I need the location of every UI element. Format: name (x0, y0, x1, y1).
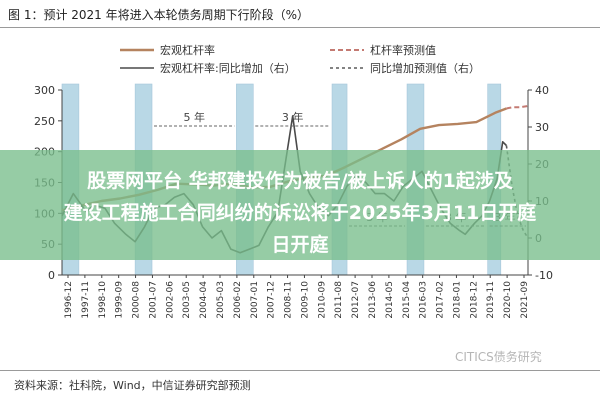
x-tick-label: 2016-03 (419, 281, 429, 319)
x-tick-label: 2021-09 (520, 281, 530, 319)
x-tick-label: 2017-02 (436, 281, 446, 319)
bottom-divider (0, 370, 600, 371)
overlay-text-line2: 建设工程施工合同纠纷的诉讼将于2025年3月11日开庭 (63, 202, 537, 224)
y-left-tick-label: 300 (34, 84, 55, 97)
legend-label: 同比增加预测值（右） (370, 61, 480, 75)
x-tick-label: 2005-03 (216, 281, 226, 319)
x-tick-label: 2002-06 (165, 281, 175, 319)
x-tick-label: 2007-12 (267, 281, 277, 319)
period-label: 5 年 (183, 110, 205, 124)
x-tick-label: 2007-01 (250, 281, 260, 319)
x-tick-label: 2000-08 (132, 281, 142, 319)
x-tick-label: 2012-07 (351, 281, 361, 319)
x-tick-label: 1999-09 (115, 281, 125, 319)
x-tick-label: 2011-08 (334, 281, 344, 319)
x-tick-label: 2009-10 (300, 281, 310, 319)
x-tick-label: 2004-04 (199, 281, 209, 319)
legend-label: 宏观杠杆率:同比增加（右） (160, 61, 296, 75)
x-tick-label: 2018-12 (469, 281, 479, 319)
watermark: CITICS债务研究 (455, 350, 542, 364)
x-tick-label: 2019-11 (486, 281, 496, 319)
y-right-tick-label: 30 (535, 121, 549, 134)
period-label: 3 年 (282, 110, 304, 124)
x-tick-label: 2001-07 (148, 281, 158, 319)
title-divider (0, 27, 600, 28)
x-tick-label: 1996-12 (64, 281, 74, 319)
x-tick-label: 2020-10 (503, 281, 513, 319)
x-tick-label: 2015-04 (402, 281, 412, 319)
x-tick-label: 2010-09 (317, 281, 327, 319)
y-left-tick-label: 0 (48, 269, 55, 282)
y-left-tick-label: 250 (34, 115, 55, 128)
y-right-tick-label: 40 (535, 84, 549, 97)
overlay-text-line3: 日开庭 (271, 234, 329, 256)
x-tick-label: 2006-02 (233, 281, 243, 319)
series-line-1 (506, 105, 529, 110)
figure-title: 图 1：预计 2021 年将进入本轮债务周期下行阶段（%） (8, 8, 310, 22)
x-tick-label: 2003-05 (182, 281, 192, 319)
x-tick-label: 2018-01 (452, 281, 462, 319)
y-right-tick-label: -10 (535, 269, 553, 282)
promo-overlay-banner[interactable]: 股票网平台 华邦建投作为被告/被上诉人的1起涉及 建设工程施工合同纠纷的诉讼将于… (0, 150, 600, 260)
x-tick-label: 1997-11 (81, 281, 91, 319)
source-note: 资料来源：社科院，Wind，中信证券研究部预测 (14, 379, 251, 392)
x-tick-label: 2014-05 (385, 281, 395, 319)
legend-label: 杠杆率预测值 (370, 43, 436, 57)
x-tick-label: 2008-11 (284, 281, 294, 319)
x-tick-label: 1998-10 (98, 281, 108, 319)
x-tick-label: 2013-06 (368, 281, 378, 319)
overlay-text-line1: 股票网平台 华邦建投作为被告/被上诉人的1起涉及 (87, 170, 513, 192)
legend-label: 宏观杠杆率 (160, 43, 215, 57)
